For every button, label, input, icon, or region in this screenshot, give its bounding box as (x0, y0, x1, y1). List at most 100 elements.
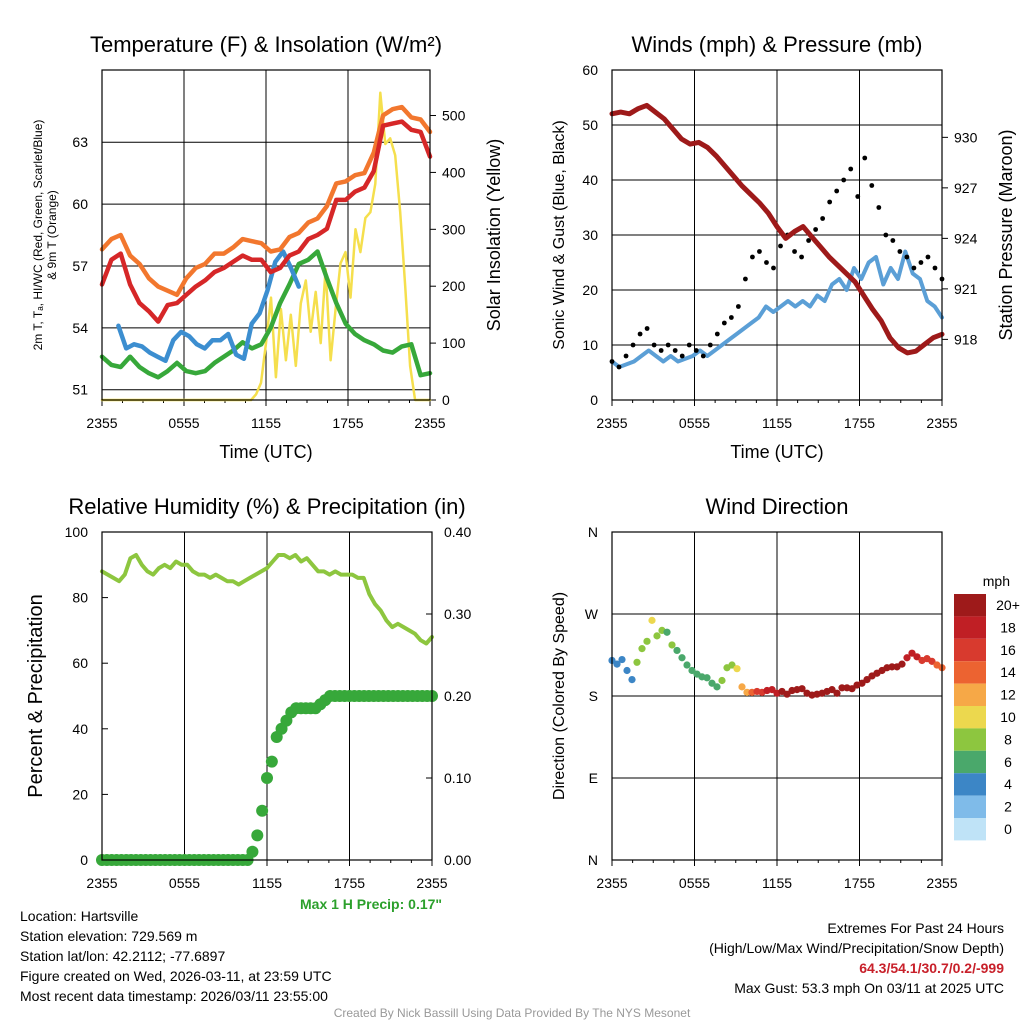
wdir-point (838, 684, 846, 692)
wdir-point (628, 676, 636, 684)
wind-y2label: Station Pressure (Maroon) (996, 129, 1016, 340)
wdir-point (678, 654, 686, 662)
gust-point (918, 260, 924, 265)
temp-y2tick-label: 200 (442, 278, 466, 294)
colorbar-swatch (954, 818, 986, 841)
rh-xtick-label: 0555 (169, 875, 200, 891)
wdir-point (888, 663, 896, 671)
gust-point (714, 331, 720, 337)
gust-point (743, 276, 748, 282)
temp-y2tick-label: 500 (442, 108, 466, 124)
gust-point (623, 353, 629, 359)
colorbar-title: mph (983, 573, 1010, 589)
wdir-point (903, 654, 911, 662)
temp-line-td (116, 249, 302, 364)
rh-y2tick-label: 0.40 (444, 524, 471, 540)
precip-point (246, 845, 259, 858)
rh-xtick-label: 2355 (86, 875, 117, 891)
wdir-point (768, 686, 776, 694)
wdir-point (668, 641, 676, 649)
temp-ytick-label: 60 (72, 196, 88, 212)
colorbar-swatch (954, 683, 986, 706)
wdir-point (653, 632, 661, 640)
gust-point (665, 342, 671, 348)
wdir-chart: Wind Direction 2355 0555 1155 1755 2355 N E S W N D… (551, 494, 1020, 891)
gust-point (721, 320, 727, 326)
credit-line: Created By Nick Bassill Using Data Provi… (333, 1006, 691, 1020)
gust-point (637, 331, 643, 337)
colorbar-label: 12 (1000, 687, 1016, 703)
gust-point (911, 265, 917, 271)
extremes-values: 64.3/54.1/30.7/0.2/-999 (859, 960, 1004, 976)
wdir-point (673, 646, 681, 655)
rh-chart: Relative Humidity (%) & Precipitation (i… (25, 494, 471, 891)
data-timestamp: Most recent data timestamp: 2026/03/11 2… (20, 988, 328, 1004)
rh-ytick-label: 60 (72, 655, 88, 671)
gust-point (813, 227, 819, 232)
wind-y2tick-label: 930 (954, 129, 978, 145)
station-location: Location: Hartsville (20, 908, 139, 924)
rh-y2tick-label: 0.30 (444, 606, 471, 622)
wdir-point (623, 666, 631, 675)
gust-point (672, 348, 678, 353)
wind-y2tick-label: 921 (954, 281, 978, 297)
gust-point (771, 265, 776, 271)
gust-point (700, 353, 706, 359)
wind-y2tick-label: 918 (954, 331, 978, 347)
wdir-point (913, 653, 921, 661)
wind-xtick-label: 1155 (762, 415, 792, 431)
station-latlon: Station lat/lon: 42.2112; -77.6897 (20, 948, 226, 964)
temp-xtick-label: 1155 (251, 415, 281, 431)
sonic-wind-line (610, 249, 944, 369)
wind-ytick-label: 60 (582, 62, 598, 78)
gust-point (778, 243, 783, 249)
wdir-point (683, 661, 691, 669)
temp-frame (101, 69, 431, 401)
temp-xtick-label: 2355 (86, 415, 117, 431)
precip-point (265, 755, 278, 768)
wdir-frame (611, 531, 943, 861)
wdir-point (783, 690, 791, 698)
rh-ytick-label: 20 (72, 786, 88, 802)
wdir-point (908, 649, 916, 657)
gust-point (848, 166, 854, 172)
figure-created: Figure created on Wed, 2026-03-11, at 23… (20, 968, 332, 984)
colorbar-swatch (954, 750, 986, 774)
temp-ylabel-2: & 9m T (Orange) (45, 190, 59, 280)
gust-point (834, 188, 840, 194)
rh-ytick-label: 0 (80, 852, 88, 868)
rh-xtick-label: 2355 (416, 875, 447, 891)
colorbar-label: 10 (1000, 709, 1016, 725)
rh-xtick-label: 1755 (334, 875, 365, 891)
gust-point (862, 155, 868, 161)
gust-point (883, 232, 889, 238)
wdir-point (863, 676, 871, 684)
gust-point (897, 249, 903, 254)
wdir-point (708, 679, 716, 687)
temp-xtick-label: 1755 (332, 415, 363, 431)
colorbar-label: 0 (1004, 821, 1012, 837)
pressure-line (609, 102, 945, 356)
temp-chart: Temperature (F) & Insolation (W/m²) 2355 0… (31, 32, 504, 462)
extremes-box: Extremes For Past 24 Hours (High/Low/Max… (709, 918, 1004, 998)
gust-point (707, 342, 713, 348)
extremes-title: Extremes For Past 24 Hours (827, 920, 1004, 936)
gust-point (644, 326, 650, 331)
gust-point (728, 315, 734, 320)
colorbar-swatch (954, 773, 986, 796)
colorbar-swatch (954, 795, 986, 818)
gust-point (904, 254, 910, 260)
rh-ytick-label: 40 (72, 721, 88, 737)
temp-xtick-label: 2355 (414, 415, 445, 431)
wdir-title: Wind Direction (705, 494, 848, 519)
wdir-point (743, 688, 751, 696)
rh-y2tick-label: 0.10 (444, 770, 471, 786)
colorbar-label: 8 (1004, 731, 1012, 747)
gust-point (925, 254, 931, 260)
colorbar-swatch (954, 594, 986, 617)
temp-title: Temperature (F) & Insolation (W/m²) (90, 32, 442, 57)
rh-frame (101, 531, 433, 861)
colorbar-label: 4 (1004, 776, 1012, 792)
wdir-point (618, 655, 626, 664)
